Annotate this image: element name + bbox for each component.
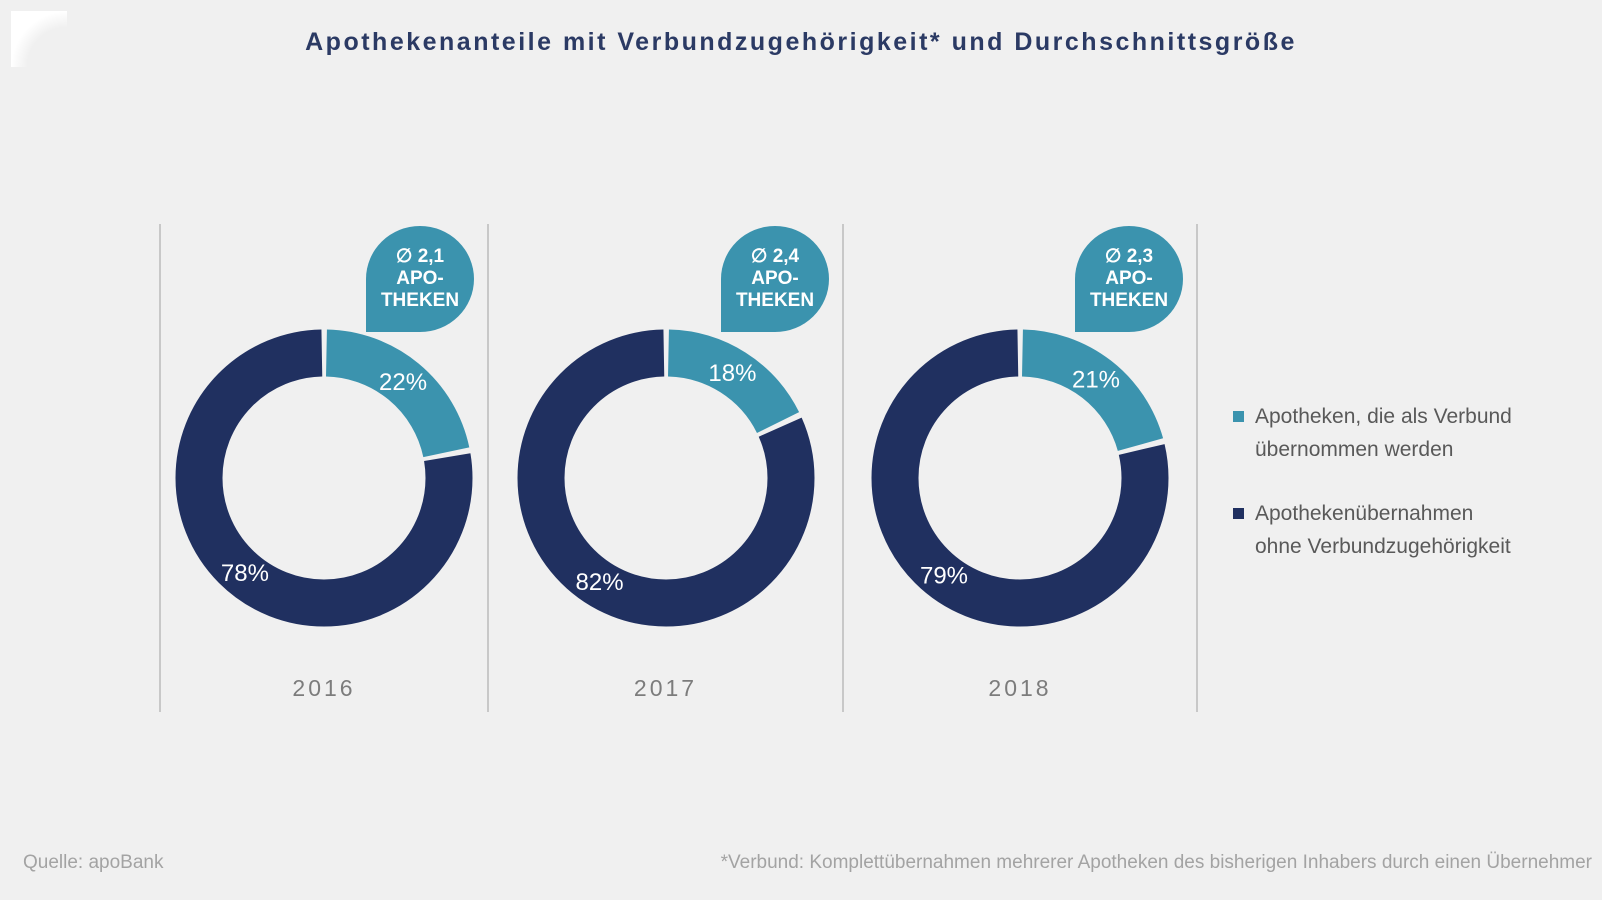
callout-line: THEKEN bbox=[1089, 290, 1169, 311]
slice-label-1: 82% bbox=[575, 569, 623, 596]
year-panel-2017: 18% 82% ∅ 2,4 APO- THEKEN 2017 bbox=[487, 224, 842, 712]
callout-line: THEKEN bbox=[380, 290, 460, 311]
year-label: 2018 bbox=[988, 675, 1052, 701]
corner-logo-icon bbox=[11, 11, 67, 67]
average-callout: ∅ 2,3 APO- THEKEN bbox=[1075, 226, 1183, 332]
year-panel-2016: 22% 78% ∅ 2,1 APO- THEKEN 2016 bbox=[159, 224, 487, 712]
callout-line: THEKEN bbox=[735, 290, 815, 311]
callout-line: APO- bbox=[396, 268, 444, 289]
callout-line: ∅ 2,4 bbox=[750, 246, 800, 267]
slice-label-1: 78% bbox=[221, 560, 269, 587]
footnote: *Verbund: Komplettübernahmen mehrerer Ap… bbox=[720, 852, 1592, 873]
slice-label-1: 79% bbox=[920, 562, 968, 589]
donut-chart: 18% 82% bbox=[517, 329, 814, 627]
legend-swatch-icon bbox=[1233, 411, 1244, 422]
year-label: 2016 bbox=[292, 675, 356, 701]
footer: Quelle: apoBank *Verbund: Komplettüberna… bbox=[0, 852, 1602, 874]
donut-chart: 22% 78% bbox=[175, 329, 473, 627]
legend-item-0: Apotheken, die als Verbund übernommen wer… bbox=[1233, 400, 1583, 466]
page-title: Apothekenanteile mit Verbundzugehörigkei… bbox=[305, 28, 1297, 56]
callout-line: APO- bbox=[751, 268, 799, 289]
donut-chart: 21% 79% bbox=[871, 329, 1169, 627]
year-panel-2018: 21% 79% ∅ 2,3 APO- THEKEN 2018 bbox=[842, 224, 1196, 712]
callout-line: ∅ 2,3 bbox=[1104, 246, 1154, 267]
callout-line: ∅ 2,1 bbox=[395, 246, 445, 267]
slice-label-0: 18% bbox=[708, 360, 756, 387]
donut-slice-1 bbox=[175, 329, 473, 627]
slice-label-0: 21% bbox=[1072, 367, 1120, 394]
legend-item-1: Apothekenübernahmen ohne Verbundzugehörig… bbox=[1233, 497, 1583, 563]
charts-area: 22% 78% ∅ 2,1 APO- THEKEN 2016 18% 82% ∅ 2,4… bbox=[159, 224, 1198, 712]
average-callout: ∅ 2,4 APO- THEKEN bbox=[721, 226, 829, 332]
donut-slice-1 bbox=[871, 329, 1169, 627]
legend-label: Apotheken, die als Verbund übernommen wer… bbox=[1255, 405, 1512, 461]
average-callout: ∅ 2,1 APO- THEKEN bbox=[366, 226, 474, 332]
legend-label: Apothekenübernahmen ohne Verbundzugehörig… bbox=[1255, 502, 1511, 558]
donut-slice-1 bbox=[517, 329, 814, 627]
callout-line: APO- bbox=[1105, 268, 1153, 289]
legend: Apotheken, die als Verbund übernommen wer… bbox=[1233, 400, 1583, 563]
source-note: Quelle: apoBank bbox=[23, 852, 164, 873]
slice-label-0: 22% bbox=[379, 369, 427, 396]
year-label: 2017 bbox=[633, 675, 698, 701]
legend-swatch-icon bbox=[1233, 508, 1244, 519]
